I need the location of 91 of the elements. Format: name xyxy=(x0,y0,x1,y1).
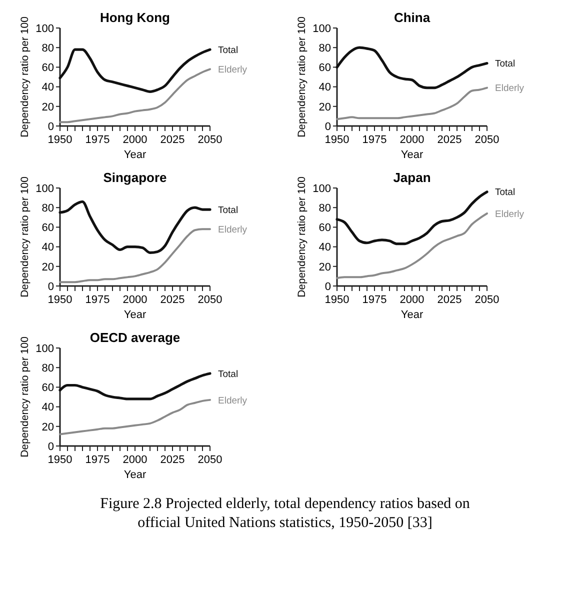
y-axis-title: Dependency ratio per 100 xyxy=(19,336,31,458)
y-tick-label: 20 xyxy=(42,261,54,274)
y-tick-label: 20 xyxy=(42,421,54,434)
series-label: Elderly xyxy=(218,64,248,76)
y-tick-label: 40 xyxy=(318,82,331,94)
y-tick-label: 20 xyxy=(42,101,54,114)
y-tick-label: 40 xyxy=(318,242,331,254)
chart-title: Hong Kong xyxy=(100,10,170,25)
x-tick-label: 2000 xyxy=(122,454,148,466)
y-tick-label: 60 xyxy=(42,382,54,394)
x-axis-title: Year xyxy=(124,309,146,321)
x-tick-label: 2025 xyxy=(437,294,462,306)
x-tick-label: 1975 xyxy=(85,134,110,146)
y-tick-label: 0 xyxy=(48,280,54,293)
x-tick-label: 1950 xyxy=(48,454,72,466)
x-axis-title: Year xyxy=(400,149,424,161)
y-tick-label: 60 xyxy=(318,222,331,234)
line-series xyxy=(336,46,488,90)
y-tick-label: 40 xyxy=(42,242,54,254)
x-tick-label: 1950 xyxy=(324,294,350,306)
y-tick-label: 80 xyxy=(42,362,54,374)
line-series xyxy=(58,200,212,254)
line-series xyxy=(336,86,488,120)
y-tick-label: 40 xyxy=(42,402,54,414)
x-tick-label: 2000 xyxy=(400,134,424,146)
line-series xyxy=(59,68,211,124)
y-tick-label: 60 xyxy=(42,222,54,234)
y-axis-title: Dependency ratio per 100 xyxy=(19,16,31,138)
y-tick-label: 0 xyxy=(48,440,54,453)
y-tick-label: 0 xyxy=(324,120,331,133)
line-series xyxy=(59,228,211,284)
x-tick-label: 1950 xyxy=(324,134,350,146)
y-tick-label: 40 xyxy=(42,82,54,94)
chart-title: Japan xyxy=(393,170,431,185)
x-tick-label: 1975 xyxy=(362,134,387,146)
x-tick-label: 2025 xyxy=(160,454,185,466)
x-tick-label: 2000 xyxy=(400,294,424,306)
x-tick-label: 2000 xyxy=(122,294,148,306)
x-tick-label: 2050 xyxy=(198,134,222,146)
x-tick-label: 2050 xyxy=(198,294,222,306)
y-tick-label: 100 xyxy=(36,342,54,355)
series-label: Elderly xyxy=(495,208,524,220)
caption: Figure 2.8 Projected elderly, total dependency ratios based on official United Nations statistics, 1950-2050 [33] xyxy=(100,496,470,531)
y-tick-label: 20 xyxy=(318,101,331,114)
y-tick-label: 100 xyxy=(36,22,54,35)
line-series xyxy=(59,398,211,436)
y-tick-label: 100 xyxy=(36,182,54,195)
y-tick-label: 100 xyxy=(312,182,331,195)
x-tick-label: 2050 xyxy=(198,454,222,466)
chart-title: Singapore xyxy=(103,170,167,185)
line-series xyxy=(58,48,212,93)
y-tick-label: 60 xyxy=(318,62,331,74)
x-tick-label: 2025 xyxy=(160,294,185,306)
series-label: Total xyxy=(218,368,238,380)
x-axis-title: Year xyxy=(124,469,146,481)
y-axis-title: Dependency ratio per 100 xyxy=(296,176,308,298)
x-axis-title: Year xyxy=(400,309,424,321)
x-tick-label: 2025 xyxy=(160,134,185,146)
series-label: Elderly xyxy=(218,395,248,406)
x-tick-label: 1975 xyxy=(85,454,110,466)
x-tick-label: 2000 xyxy=(122,134,148,146)
y-tick-label: 60 xyxy=(42,62,54,74)
y-tick-label: 80 xyxy=(318,42,331,54)
y-axis-title: Dependency ratio per 100 xyxy=(19,176,31,298)
series-label: Total xyxy=(495,187,516,198)
line-series xyxy=(336,212,488,280)
y-tick-label: 0 xyxy=(324,280,331,293)
y-tick-label: 80 xyxy=(318,202,331,214)
x-tick-label: 2025 xyxy=(437,134,462,146)
x-tick-label: 2050 xyxy=(474,134,500,146)
y-tick-label: 80 xyxy=(42,42,54,54)
x-tick-label: 1950 xyxy=(48,134,72,146)
y-axis-title: Dependency ratio per 100 xyxy=(296,16,308,138)
chart-title: OECD average xyxy=(90,330,180,345)
x-tick-label: 2050 xyxy=(474,294,500,306)
y-tick-label: 20 xyxy=(318,261,331,274)
series-label: Total xyxy=(495,58,516,70)
x-tick-label: 1950 xyxy=(48,294,72,306)
y-tick-label: 80 xyxy=(42,202,54,214)
x-tick-label: 1975 xyxy=(362,294,387,306)
x-tick-label: 1975 xyxy=(85,294,110,306)
series-label: Total xyxy=(218,44,238,56)
chart-title: China xyxy=(394,10,431,25)
y-tick-label: 100 xyxy=(312,22,331,35)
y-tick-label: 0 xyxy=(48,120,54,133)
series-label: Elderly xyxy=(218,224,248,236)
series-label: Total xyxy=(218,204,238,216)
line-series xyxy=(58,372,212,400)
x-axis-title: Year xyxy=(124,149,146,161)
series-label: Elderly xyxy=(495,83,524,94)
line-series xyxy=(336,190,488,246)
